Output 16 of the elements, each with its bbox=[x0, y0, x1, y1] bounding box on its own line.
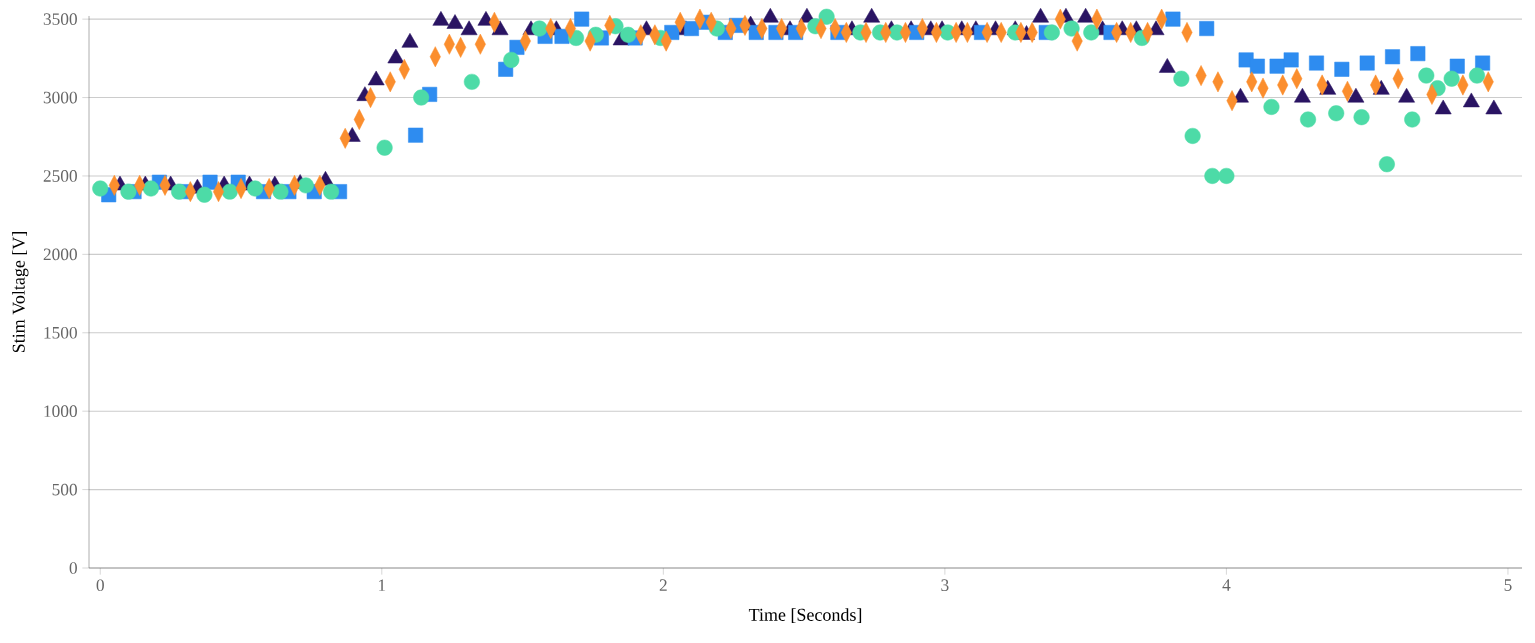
y-tick-label: 1500 bbox=[44, 326, 77, 339]
y-tick-label: 2000 bbox=[43, 248, 77, 261]
x-axis-title: Time [Seconds] bbox=[748, 608, 862, 624]
y-tick-label: 500 bbox=[52, 483, 77, 496]
y-tick-label: 3500 bbox=[43, 13, 77, 25]
y-tick-label: 2500 bbox=[43, 170, 77, 182]
y-axis-title: Stim Voltage [V] bbox=[12, 231, 29, 353]
y-tick-label: 0 bbox=[69, 562, 77, 574]
x-tick-label: 5 bbox=[1504, 579, 1512, 591]
x-tick-label: 4 bbox=[1222, 579, 1231, 591]
y-tick-label: 1000 bbox=[44, 405, 77, 418]
x-tick-label: 3 bbox=[941, 579, 949, 592]
x-tick-label: 0 bbox=[96, 579, 104, 592]
y-tick-label: 3000 bbox=[43, 91, 77, 104]
x-tick-label: 1 bbox=[378, 579, 386, 591]
x-tick-label: 2 bbox=[659, 579, 667, 591]
